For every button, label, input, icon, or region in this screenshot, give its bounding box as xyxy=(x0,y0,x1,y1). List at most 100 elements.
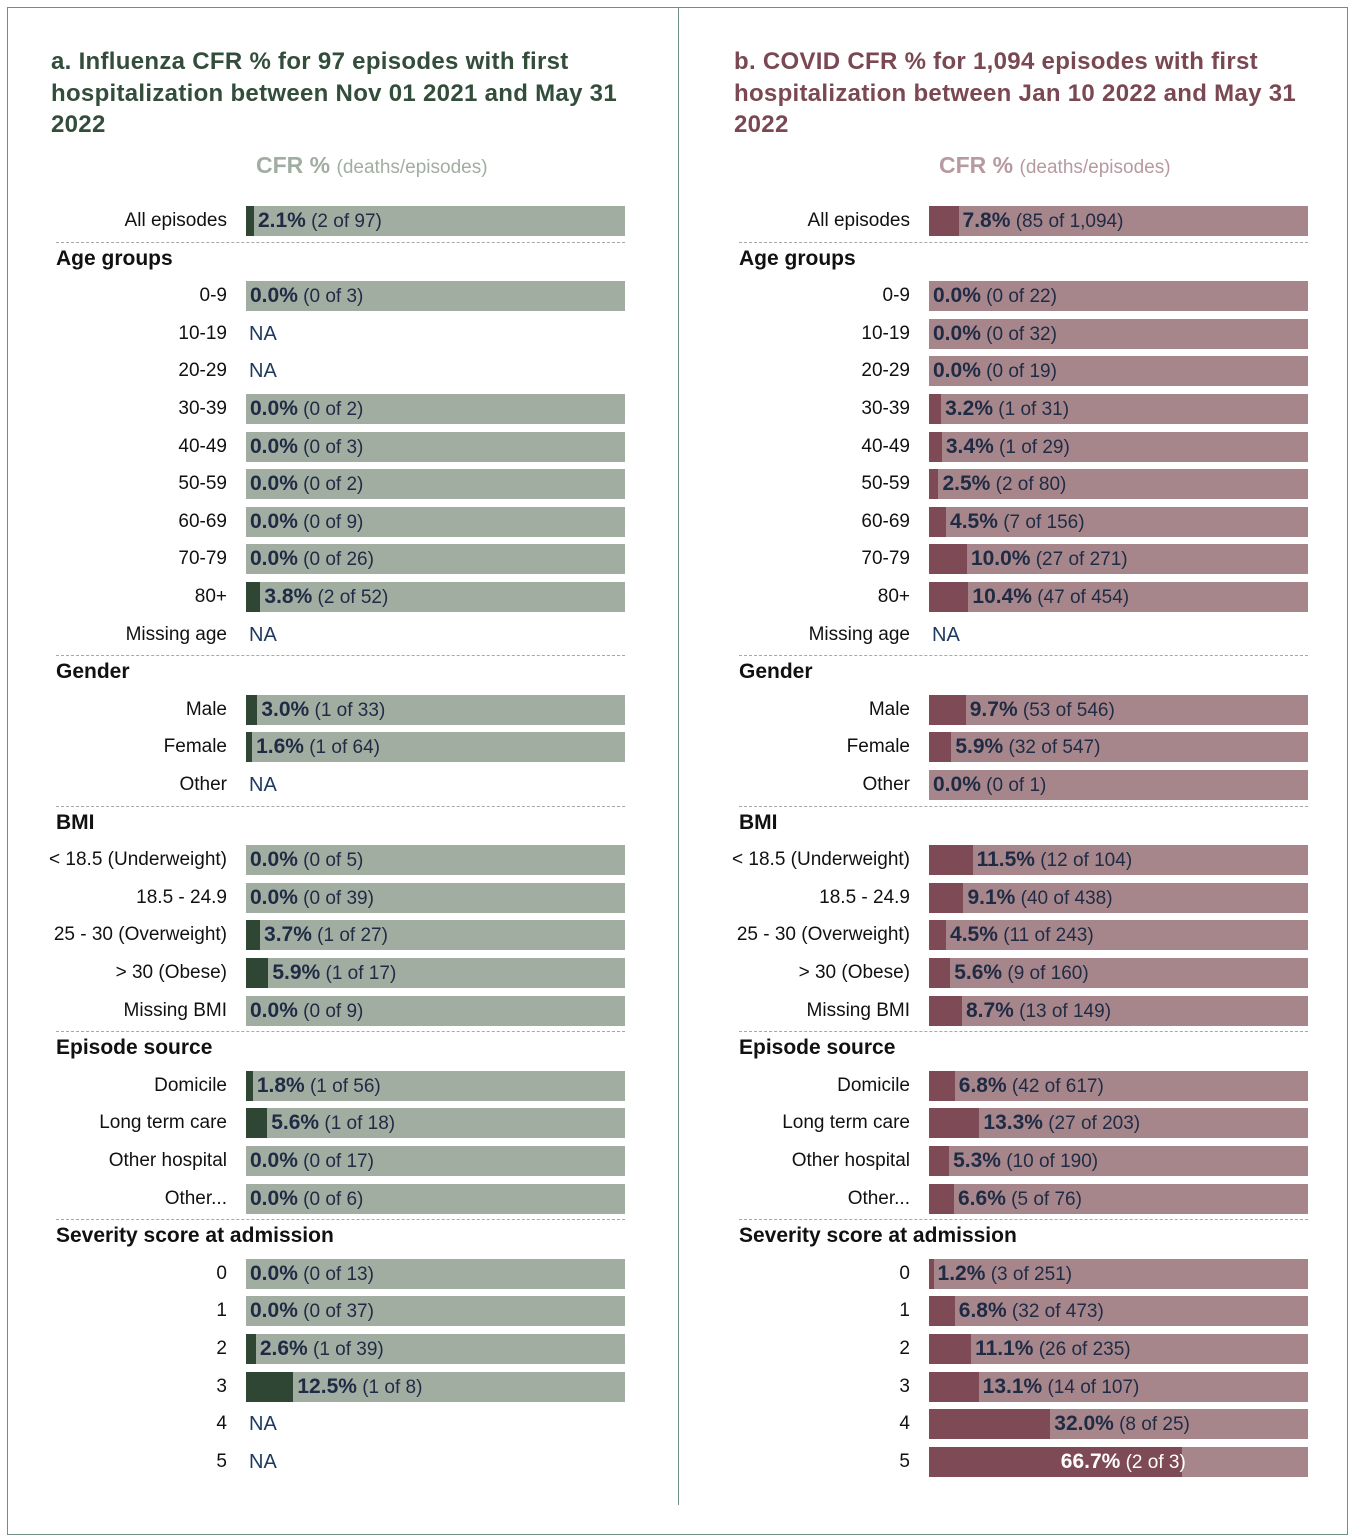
death-count: (53 of 546) xyxy=(1017,699,1115,721)
bar-background xyxy=(929,1258,1308,1289)
row-label: 4 xyxy=(899,1413,910,1435)
bar-background xyxy=(246,920,625,951)
bar-value-label: 0.0% (0 of 1) xyxy=(933,770,1046,801)
cfr-percent: 0.0% xyxy=(250,547,298,571)
row-label: Missing age xyxy=(125,623,227,645)
cfr-percent: 66.7% xyxy=(1060,1449,1121,1473)
na-value: NA xyxy=(932,623,960,646)
bar-fill xyxy=(929,582,969,612)
cfr-percent: 0.0% xyxy=(250,397,298,420)
bar-value-label: 0.0% (0 of 5) xyxy=(250,845,363,876)
death-count: (9 of 160) xyxy=(1002,963,1089,984)
death-count: (10 of 190) xyxy=(1000,1151,1099,1172)
bar-value-label: 66.7% (2 of 3) xyxy=(1061,1447,1186,1478)
bar-background xyxy=(246,958,625,988)
bar-fill xyxy=(929,1070,955,1101)
death-count: (14 of 107) xyxy=(1042,1376,1140,1398)
bar-background xyxy=(929,882,1308,913)
row-label: Missing age xyxy=(808,623,910,645)
death-count: (0 of 2) xyxy=(297,399,364,420)
death-count: (1 of 29) xyxy=(993,436,1070,458)
death-count: (0 of 22) xyxy=(980,286,1057,308)
cfr-percent: 0.0% xyxy=(250,509,298,533)
row-label: 2 xyxy=(216,1338,227,1359)
panel-title: b. COVID CFR % for 1,094 episodes with f… xyxy=(734,48,1296,138)
bar-fill xyxy=(246,1108,268,1139)
death-count: (0 of 9) xyxy=(297,511,364,533)
cfr-percent: 1.6% xyxy=(256,735,304,759)
bar-background xyxy=(929,958,1308,988)
bar-value-label: 7.8% (85 of 1,094) xyxy=(963,206,1124,237)
row-label: 0 xyxy=(216,1262,227,1284)
cfr-percent: 0.0% xyxy=(250,472,298,496)
bar-background xyxy=(929,318,1308,349)
row-label: 80+ xyxy=(194,586,227,607)
row-label: 60-69 xyxy=(861,510,910,532)
death-count: (7 of 156) xyxy=(997,511,1085,533)
death-count: (1 of 31) xyxy=(993,399,1070,420)
bar-fill xyxy=(929,1108,980,1139)
na-value: NA xyxy=(249,774,277,796)
bar-value-label: 0.0% (0 of 13) xyxy=(250,1259,374,1290)
cfr-percent: 3.2% xyxy=(945,397,993,420)
bar-background xyxy=(929,1409,1308,1440)
row-label: 25 - 30 (Overweight) xyxy=(53,924,227,946)
bar-value-label: 2.1% (2 of 97) xyxy=(258,206,382,237)
row-label: > 30 (Obese) xyxy=(798,962,910,983)
row-label: 1 xyxy=(899,1300,910,1322)
row-label: Other... xyxy=(847,1187,910,1209)
bar-background xyxy=(246,732,625,763)
bar-fill xyxy=(929,1446,1182,1477)
cfr-percent: 32.0% xyxy=(1054,1412,1114,1436)
bar-value-label: 1.8% (1 of 56) xyxy=(257,1071,381,1102)
bar-value-label: 5.9% (32 of 547) xyxy=(955,732,1100,763)
row-label: All episodes xyxy=(124,210,227,231)
death-count: (0 of 3) xyxy=(297,286,364,308)
cfr-percent: 5.9% xyxy=(955,735,1004,759)
cfr-percent: 6.6% xyxy=(958,1186,1006,1210)
bar-fill xyxy=(246,1371,294,1402)
row-label: 30-39 xyxy=(178,398,227,419)
bar-background xyxy=(929,1108,1308,1139)
death-count: (0 of 5) xyxy=(297,850,364,872)
bar-value-label: 0.0% (0 of 26) xyxy=(250,544,374,575)
section-separator xyxy=(56,655,625,657)
row-label: Missing BMI xyxy=(123,999,227,1021)
cfr-percent: 0.0% xyxy=(250,885,298,909)
cfr-percent: 5.3% xyxy=(953,1149,1001,1172)
bar-background xyxy=(929,694,1308,725)
section-title: Age groups xyxy=(739,246,856,270)
bar-background xyxy=(246,469,625,500)
row-label: 3 xyxy=(899,1375,910,1397)
na-value: NA xyxy=(249,1413,277,1436)
row-label: 0 xyxy=(899,1262,910,1284)
row-label: Male xyxy=(185,698,227,720)
row-label: 50-59 xyxy=(178,473,227,495)
bar-fill xyxy=(929,1409,1051,1440)
cfr-percent: 8.7% xyxy=(965,998,1014,1022)
bar-fill xyxy=(929,995,962,1026)
bar-value-label: 0.0% (0 of 2) xyxy=(250,394,363,425)
bar-fill xyxy=(246,958,269,988)
cfr-percent: 0.0% xyxy=(250,1186,298,1210)
bar-value-label: 0.0% (0 of 22) xyxy=(933,281,1057,312)
row-label: Other xyxy=(862,774,910,795)
cfr-percent: 0.0% xyxy=(250,998,298,1022)
bar-value-label: 32.0% (8 of 25) xyxy=(1054,1409,1190,1440)
section-separator xyxy=(739,1031,1308,1033)
section-separator xyxy=(739,655,1308,657)
cfr-percent: 0.0% xyxy=(250,284,298,308)
cfr-percent: 0.0% xyxy=(250,434,298,458)
section-title: Gender xyxy=(56,660,130,684)
row-label: 30-39 xyxy=(861,398,910,419)
cfr-percent: 7.8% xyxy=(962,209,1011,232)
death-count: (0 of 1) xyxy=(980,775,1047,796)
bar-fill xyxy=(929,1334,972,1364)
cfr-percent: 5.6% xyxy=(954,961,1003,984)
bar-value-label: 5.9% (1 of 17) xyxy=(272,958,396,989)
death-count: (2 of 52) xyxy=(312,587,389,608)
bar-background xyxy=(929,582,1308,612)
bar-background xyxy=(929,1070,1308,1101)
bar-fill xyxy=(929,845,973,876)
bar-background xyxy=(246,431,625,462)
